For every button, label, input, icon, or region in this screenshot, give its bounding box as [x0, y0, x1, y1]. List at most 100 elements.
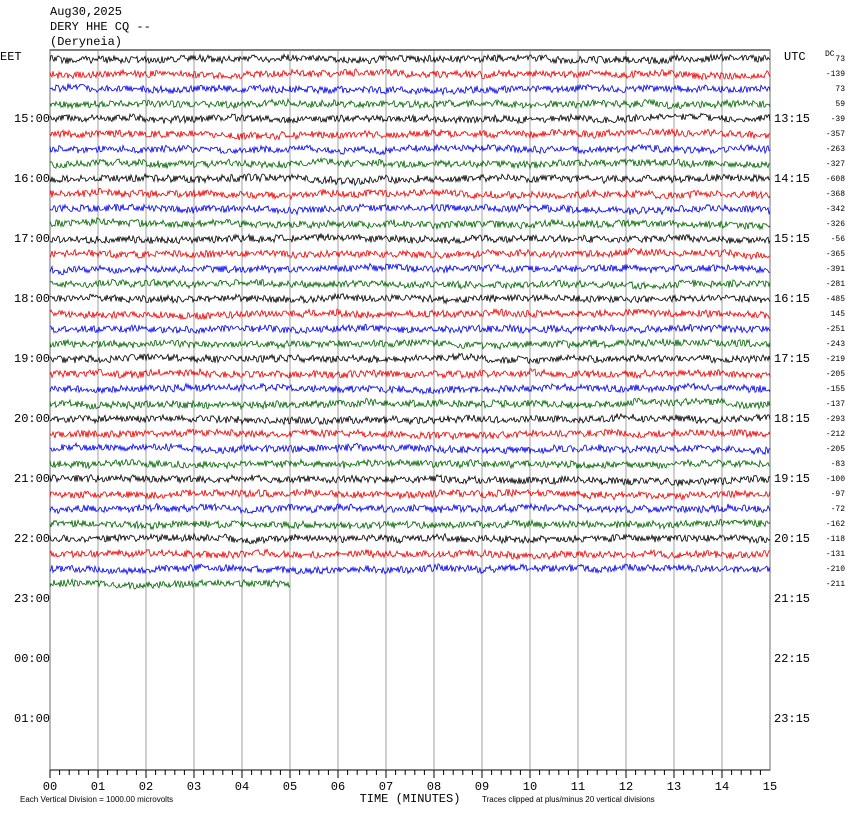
left-time: 18:00 [14, 292, 50, 306]
clip-note: Traces clipped at plus/minus 20 vertical… [482, 795, 655, 804]
trace [49, 187, 771, 201]
trace [49, 53, 771, 65]
dc-offset: -211 [826, 580, 845, 589]
dc-offset: 145 [831, 310, 846, 319]
trace [49, 532, 771, 545]
trace [49, 367, 771, 380]
dc-offset: -608 [826, 175, 845, 184]
dc-offset: -97 [831, 490, 846, 499]
right-time: 16:15 [774, 292, 810, 306]
location: (Deryneia) [50, 35, 122, 49]
dc-offset: -205 [826, 445, 845, 454]
left-time: 20:00 [14, 412, 50, 426]
left-time: 19:00 [14, 352, 50, 366]
left-time: 21:00 [14, 472, 50, 486]
dc-offset: -72 [831, 505, 846, 514]
dc-offset: 73 [835, 85, 845, 94]
trace [49, 412, 771, 426]
dc-offset: -100 [826, 475, 845, 484]
dc-offset: -485 [826, 295, 845, 304]
x-tick-label: 07 [379, 780, 393, 794]
trace [49, 278, 771, 291]
x-tick-label: 02 [139, 780, 153, 794]
left-time: 01:00 [14, 712, 50, 726]
station: DERY HHE CQ -- [50, 20, 151, 34]
dc-offset: 59 [835, 100, 845, 109]
dc-offset: -205 [826, 370, 845, 379]
trace [49, 323, 771, 335]
trace [49, 217, 771, 231]
right-time: 23:15 [774, 712, 810, 726]
dc-offset: -219 [826, 355, 845, 364]
right-time: 13:15 [774, 112, 810, 126]
dc-offset: -210 [826, 565, 845, 574]
dc-label: DC [825, 50, 835, 59]
trace [49, 563, 771, 576]
dc-offset: -263 [826, 145, 845, 154]
right-time: 18:15 [774, 412, 810, 426]
dc-offset: -326 [826, 220, 845, 229]
trace [49, 307, 771, 320]
dc-offset: -56 [831, 235, 846, 244]
left-time: 00:00 [14, 652, 50, 666]
trace [49, 172, 771, 187]
trace [49, 488, 771, 501]
x-axis-label: TIME (MINUTES) [360, 792, 461, 806]
x-tick-label: 05 [283, 780, 297, 794]
x-tick-label: 11 [571, 780, 585, 794]
dc-offset: -391 [826, 265, 845, 274]
trace [49, 577, 291, 590]
right-time: 15:15 [774, 232, 810, 246]
trace [49, 352, 771, 365]
trace [49, 473, 771, 488]
trace [49, 68, 771, 81]
dc-offset: -155 [826, 385, 845, 394]
dc-offset: -243 [826, 340, 845, 349]
trace [49, 97, 771, 110]
x-tick-label: 00 [43, 780, 57, 794]
dc-offset: -327 [826, 160, 845, 169]
x-tick-label: 10 [523, 780, 537, 794]
x-tick-label: 01 [91, 780, 105, 794]
plot-frame [49, 49, 771, 771]
dc-offset: -357 [826, 130, 845, 139]
left-time: 22:00 [14, 532, 50, 546]
dc-offset: -365 [826, 250, 845, 259]
x-tick-label: 08 [427, 780, 441, 794]
right-time: 19:15 [774, 472, 810, 486]
x-tick-label: 14 [715, 780, 729, 794]
left-time: 15:00 [14, 112, 50, 126]
dc-offset: 73 [835, 55, 845, 64]
left-time: 17:00 [14, 232, 50, 246]
right-timezone: UTC [784, 50, 806, 64]
trace [49, 83, 771, 97]
x-tick-label: 15 [763, 780, 777, 794]
trace [49, 338, 771, 351]
trace [49, 397, 771, 411]
dc-offset: -39 [831, 115, 846, 124]
trace [49, 292, 771, 305]
trace [49, 127, 771, 141]
trace [49, 262, 771, 276]
dc-offset: -281 [826, 280, 845, 289]
trace [49, 203, 771, 216]
dc-offset: -137 [826, 400, 845, 409]
x-tick-label: 13 [667, 780, 681, 794]
scale-note: Each Vertical Division = 1000.00 microvo… [20, 795, 173, 804]
trace [49, 548, 771, 561]
x-tick-label: 03 [187, 780, 201, 794]
dc-offset: -368 [826, 190, 845, 199]
dc-offset: -293 [826, 415, 845, 424]
right-time: 20:15 [774, 532, 810, 546]
trace [49, 143, 771, 156]
trace [49, 156, 771, 170]
x-tick-label: 04 [235, 780, 249, 794]
trace [49, 441, 771, 456]
dc-offset: -342 [826, 205, 845, 214]
trace [49, 518, 771, 531]
left-time: 23:00 [14, 592, 50, 606]
dc-offset: -162 [826, 520, 845, 529]
trace [49, 427, 771, 440]
x-tick-label: 06 [331, 780, 345, 794]
